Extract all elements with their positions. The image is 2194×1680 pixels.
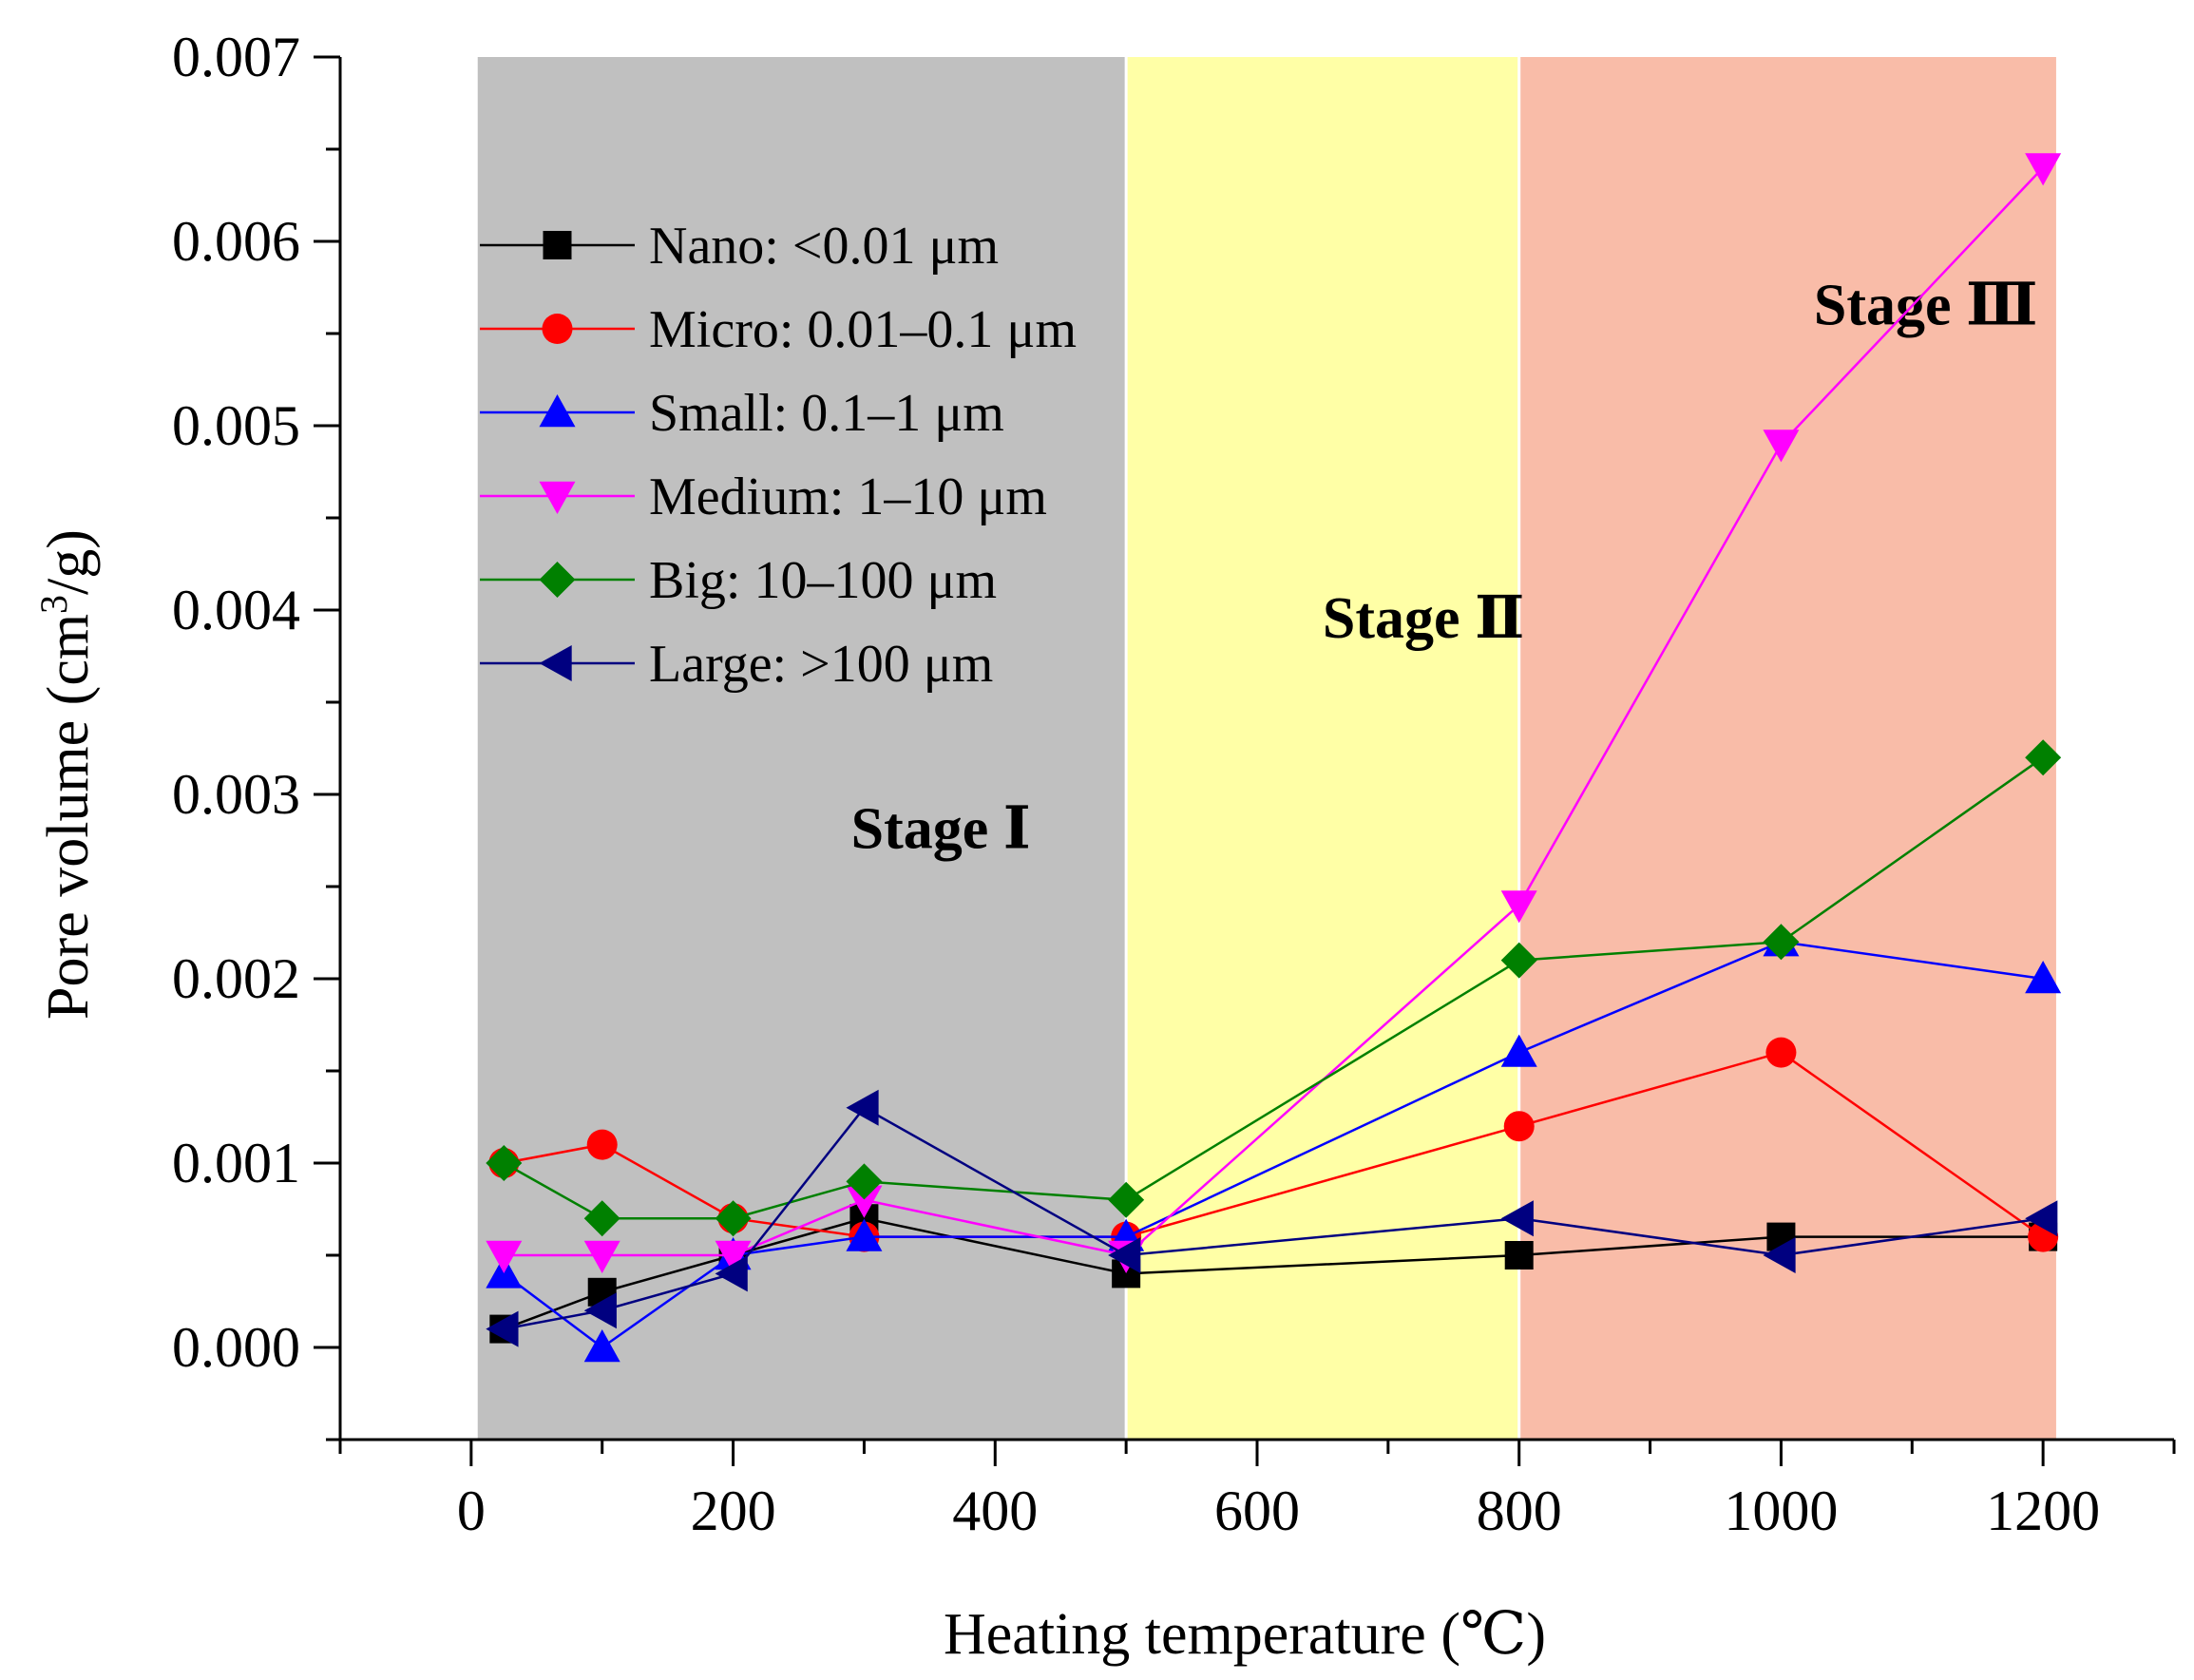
legend-marker-4 <box>539 481 576 514</box>
x-tick-label-1: 0 <box>457 1480 486 1542</box>
series-6-point-5 <box>1108 1237 1141 1273</box>
y-tick-label-4: 0.003 <box>172 763 300 826</box>
series-5-point-2 <box>583 1200 620 1237</box>
stage-labels: Stage Ⅰ Stage Ⅱ Stage Ⅲ <box>851 273 2038 861</box>
series-1-point-6 <box>1504 1241 1534 1270</box>
stage-band-2 <box>1126 57 1519 1440</box>
series-3-point-8 <box>2025 961 2062 994</box>
y-tick-label-2: 0.001 <box>172 1132 300 1194</box>
series-4-point-4 <box>846 1185 883 1218</box>
x-tick-label-3: 400 <box>952 1480 1038 1542</box>
axes: 0.000 0.001 0.002 0.003 0.004 0.005 0.006 0.007… <box>172 26 2176 1542</box>
legend-label-6: Large: >100 μm <box>649 635 993 694</box>
legend-marker-3 <box>539 394 576 428</box>
x-axis-title: Heating temperature (℃) <box>944 1602 1546 1667</box>
legend: Nano: <0.01 μm Micro: 0.01–0.1 μm Small: 0… <box>480 217 1077 694</box>
series-5-point-3 <box>715 1200 752 1237</box>
series-5-point-5 <box>1108 1181 1145 1218</box>
legend-entry-2: Micro: 0.01–0.1 μm <box>480 300 1077 359</box>
series-2-point-7 <box>1765 1037 1797 1068</box>
legend-label-2: Micro: 0.01–0.1 μm <box>649 300 1077 359</box>
y-tick-label-5: 0.004 <box>172 579 300 641</box>
series-6-line <box>504 1106 2044 1330</box>
y-axis-title-sup: 3 <box>32 595 75 614</box>
x-tick-label-6: 1000 <box>1724 1480 1838 1542</box>
series-5-point-4 <box>846 1163 883 1200</box>
stage-label-1: Stage Ⅰ <box>851 796 1031 861</box>
series-4-line <box>504 166 2045 1257</box>
series-6-point-6 <box>1500 1200 1534 1237</box>
series-6-point-1 <box>486 1310 519 1347</box>
series-5 <box>486 739 2062 1237</box>
series-3-point-4 <box>846 1218 883 1251</box>
legend-entry-3: Small: 0.1–1 μm <box>480 384 1004 443</box>
y-axis-title: Pore volume (cm3/g) <box>32 529 102 1020</box>
x-tick-label-5: 800 <box>1477 1480 1562 1542</box>
legend-marker-1 <box>543 231 572 259</box>
legend-label-1: Nano: <0.01 μm <box>649 217 999 276</box>
y-axis-title-main: Pore volume (cm <box>36 614 101 1020</box>
series-layer <box>486 153 2062 1363</box>
series-5-line <box>503 756 2044 1220</box>
y-tick-label-3: 0.002 <box>172 947 300 1010</box>
legend-entry-1: Nano: <0.01 μm <box>480 217 999 276</box>
legend-entry-4: Medium: 1–10 μm <box>480 468 1047 526</box>
y-axis-title-end: /g) <box>36 529 101 595</box>
series-4-point-6 <box>1500 890 1537 924</box>
series-3-line <box>503 940 2044 1349</box>
y-tick-label-7: 0.006 <box>172 210 300 273</box>
y-tick-label-1: 0.000 <box>172 1316 300 1379</box>
series-6-point-4 <box>846 1089 879 1126</box>
legend-entry-6: Large: >100 μm <box>480 635 993 694</box>
series-4-point-3 <box>715 1240 752 1273</box>
legend-marker-5 <box>539 562 576 598</box>
x-tick-label-2: 200 <box>691 1480 776 1542</box>
series-5-point-1 <box>486 1145 523 1181</box>
series-2-point-2 <box>586 1129 618 1160</box>
stage-label-2: Stage Ⅱ <box>1323 586 1524 651</box>
series-4 <box>486 153 2062 1273</box>
series-4-point-2 <box>583 1240 620 1273</box>
series-2-point-6 <box>1503 1111 1535 1142</box>
series-4-point-8 <box>2025 153 2062 186</box>
series-6 <box>486 1089 2058 1347</box>
stage-label-3: Stage Ⅲ <box>1814 273 2038 337</box>
series-6-point-8 <box>2025 1200 2058 1237</box>
series-3-point-6 <box>1500 1034 1537 1067</box>
series-4-point-1 <box>486 1240 523 1273</box>
legend-label-3: Small: 0.1–1 μm <box>649 384 1004 443</box>
series-6-point-7 <box>1763 1237 1796 1273</box>
x-tick-label-4: 600 <box>1214 1480 1300 1542</box>
y-tick-label-6: 0.005 <box>172 394 300 457</box>
x-tick-label-7: 1200 <box>1986 1480 2100 1542</box>
series-5-point-8 <box>2025 739 2062 776</box>
series-3-point-2 <box>583 1329 620 1363</box>
legend-marker-6 <box>539 645 572 681</box>
legend-label-5: Big: 10–100 μm <box>649 551 997 610</box>
series-1-line <box>503 1216 2044 1330</box>
series-6-point-3 <box>715 1255 748 1292</box>
legend-marker-2 <box>542 314 573 344</box>
legend-entry-5: Big: 10–100 μm <box>480 551 997 610</box>
series-6-point-2 <box>583 1292 617 1329</box>
legend-label-4: Medium: 1–10 μm <box>649 468 1047 526</box>
series-4-point-7 <box>1763 430 1800 463</box>
series-5-point-6 <box>1500 942 1537 979</box>
stage-bands <box>477 57 2056 1440</box>
series-5-point-7 <box>1763 924 1800 961</box>
y-tick-label-8: 0.007 <box>172 26 300 88</box>
